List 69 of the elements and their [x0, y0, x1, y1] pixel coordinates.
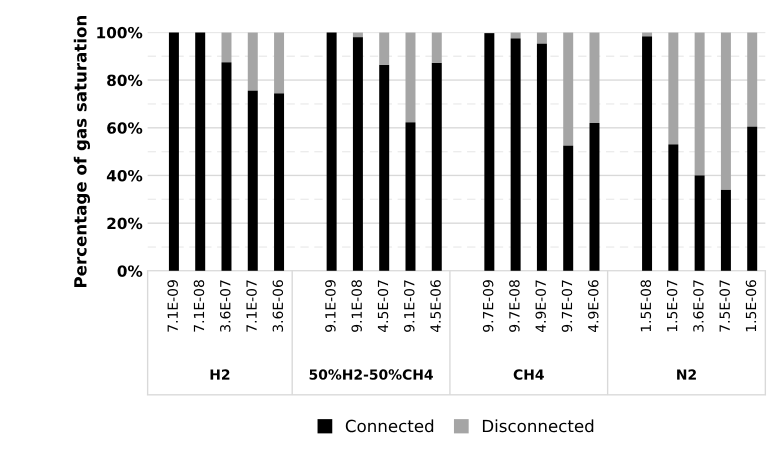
- y-axis-title: Percentage of gas saturation: [74, 16, 90, 288]
- bar: [274, 32, 284, 94]
- x-tick-label: 4.9E-07: [535, 280, 546, 332]
- bar: [694, 175, 705, 271]
- bar: [510, 38, 521, 271]
- x-tick-label: 4.5E-06: [430, 280, 441, 332]
- text: N2: [677, 369, 696, 380]
- y-tick-label: 40%: [106, 170, 142, 182]
- x-tick-label: 1.5E-07: [666, 280, 678, 332]
- text: 50%H2-50%CH4: [310, 369, 433, 380]
- x-tick-label: 3.6E-07: [220, 280, 231, 332]
- bar: [405, 32, 416, 122]
- bar: [168, 32, 179, 271]
- legend-label: Disconnected: [482, 419, 594, 432]
- bar: [536, 32, 547, 44]
- x-tick-label: 9.1E-07: [404, 280, 415, 332]
- bar: [484, 33, 494, 271]
- x-tick-label: 7.1E-07: [246, 280, 257, 332]
- text: H2: [210, 369, 230, 380]
- bar: [589, 123, 600, 271]
- bar: [747, 32, 758, 127]
- x-tick-label: 9.7E-07: [562, 280, 572, 332]
- x-tick-label: 7.1E-08: [194, 280, 204, 332]
- bar: [352, 37, 363, 271]
- y-tick-label: 60%: [107, 122, 142, 134]
- x-tick-label: 7.1E-09: [167, 280, 178, 332]
- x-tick-label: 3.6E-07: [693, 280, 704, 332]
- bar: [563, 146, 574, 271]
- x-tick-label: 7.5E-07: [719, 280, 730, 332]
- bar: [720, 32, 731, 190]
- bar: [379, 32, 390, 65]
- bar: [405, 122, 416, 271]
- bar: [248, 32, 258, 91]
- x-tick-label: 1.5E-08: [640, 280, 652, 332]
- bar: [563, 32, 574, 146]
- bar: [352, 32, 363, 38]
- bar: [379, 64, 390, 271]
- y-tick-label: 20%: [107, 218, 142, 230]
- bar: [274, 93, 284, 271]
- bar: [195, 32, 206, 271]
- x-tick-label: 9.7E-08: [509, 280, 520, 332]
- y-tick-label: 0%: [118, 265, 142, 277]
- bar: [221, 62, 232, 271]
- bar: [668, 32, 678, 144]
- bar: [642, 36, 652, 271]
- bar: [432, 62, 442, 271]
- bar: [510, 32, 521, 38]
- x-tick-label: 9.1E-09: [325, 280, 336, 332]
- bar: [589, 32, 600, 124]
- x-tick-label: 3.6E-06: [272, 280, 284, 332]
- bar: [694, 32, 705, 176]
- y-tick-label: 80%: [107, 74, 142, 86]
- bar: [642, 32, 652, 36]
- bar: [720, 190, 731, 271]
- x-tick-label: 4.9E-06: [588, 280, 599, 332]
- x-tick-label: 1.5E-06: [746, 280, 756, 332]
- legend-label: Connected: [346, 419, 434, 432]
- bar: [668, 144, 678, 271]
- bar: [536, 44, 547, 271]
- x-tick-label: 9.1E-08: [351, 280, 362, 332]
- x-tick-label: 9.7E-09: [482, 280, 494, 332]
- x-tick-label: 4.5E-07: [378, 280, 388, 332]
- y-tick-label: 100%: [97, 26, 142, 38]
- bar: [221, 32, 232, 62]
- text: CH4: [514, 369, 544, 380]
- bar: [248, 90, 258, 271]
- bar: [747, 126, 758, 271]
- bar: [326, 32, 337, 271]
- bar: [432, 32, 442, 63]
